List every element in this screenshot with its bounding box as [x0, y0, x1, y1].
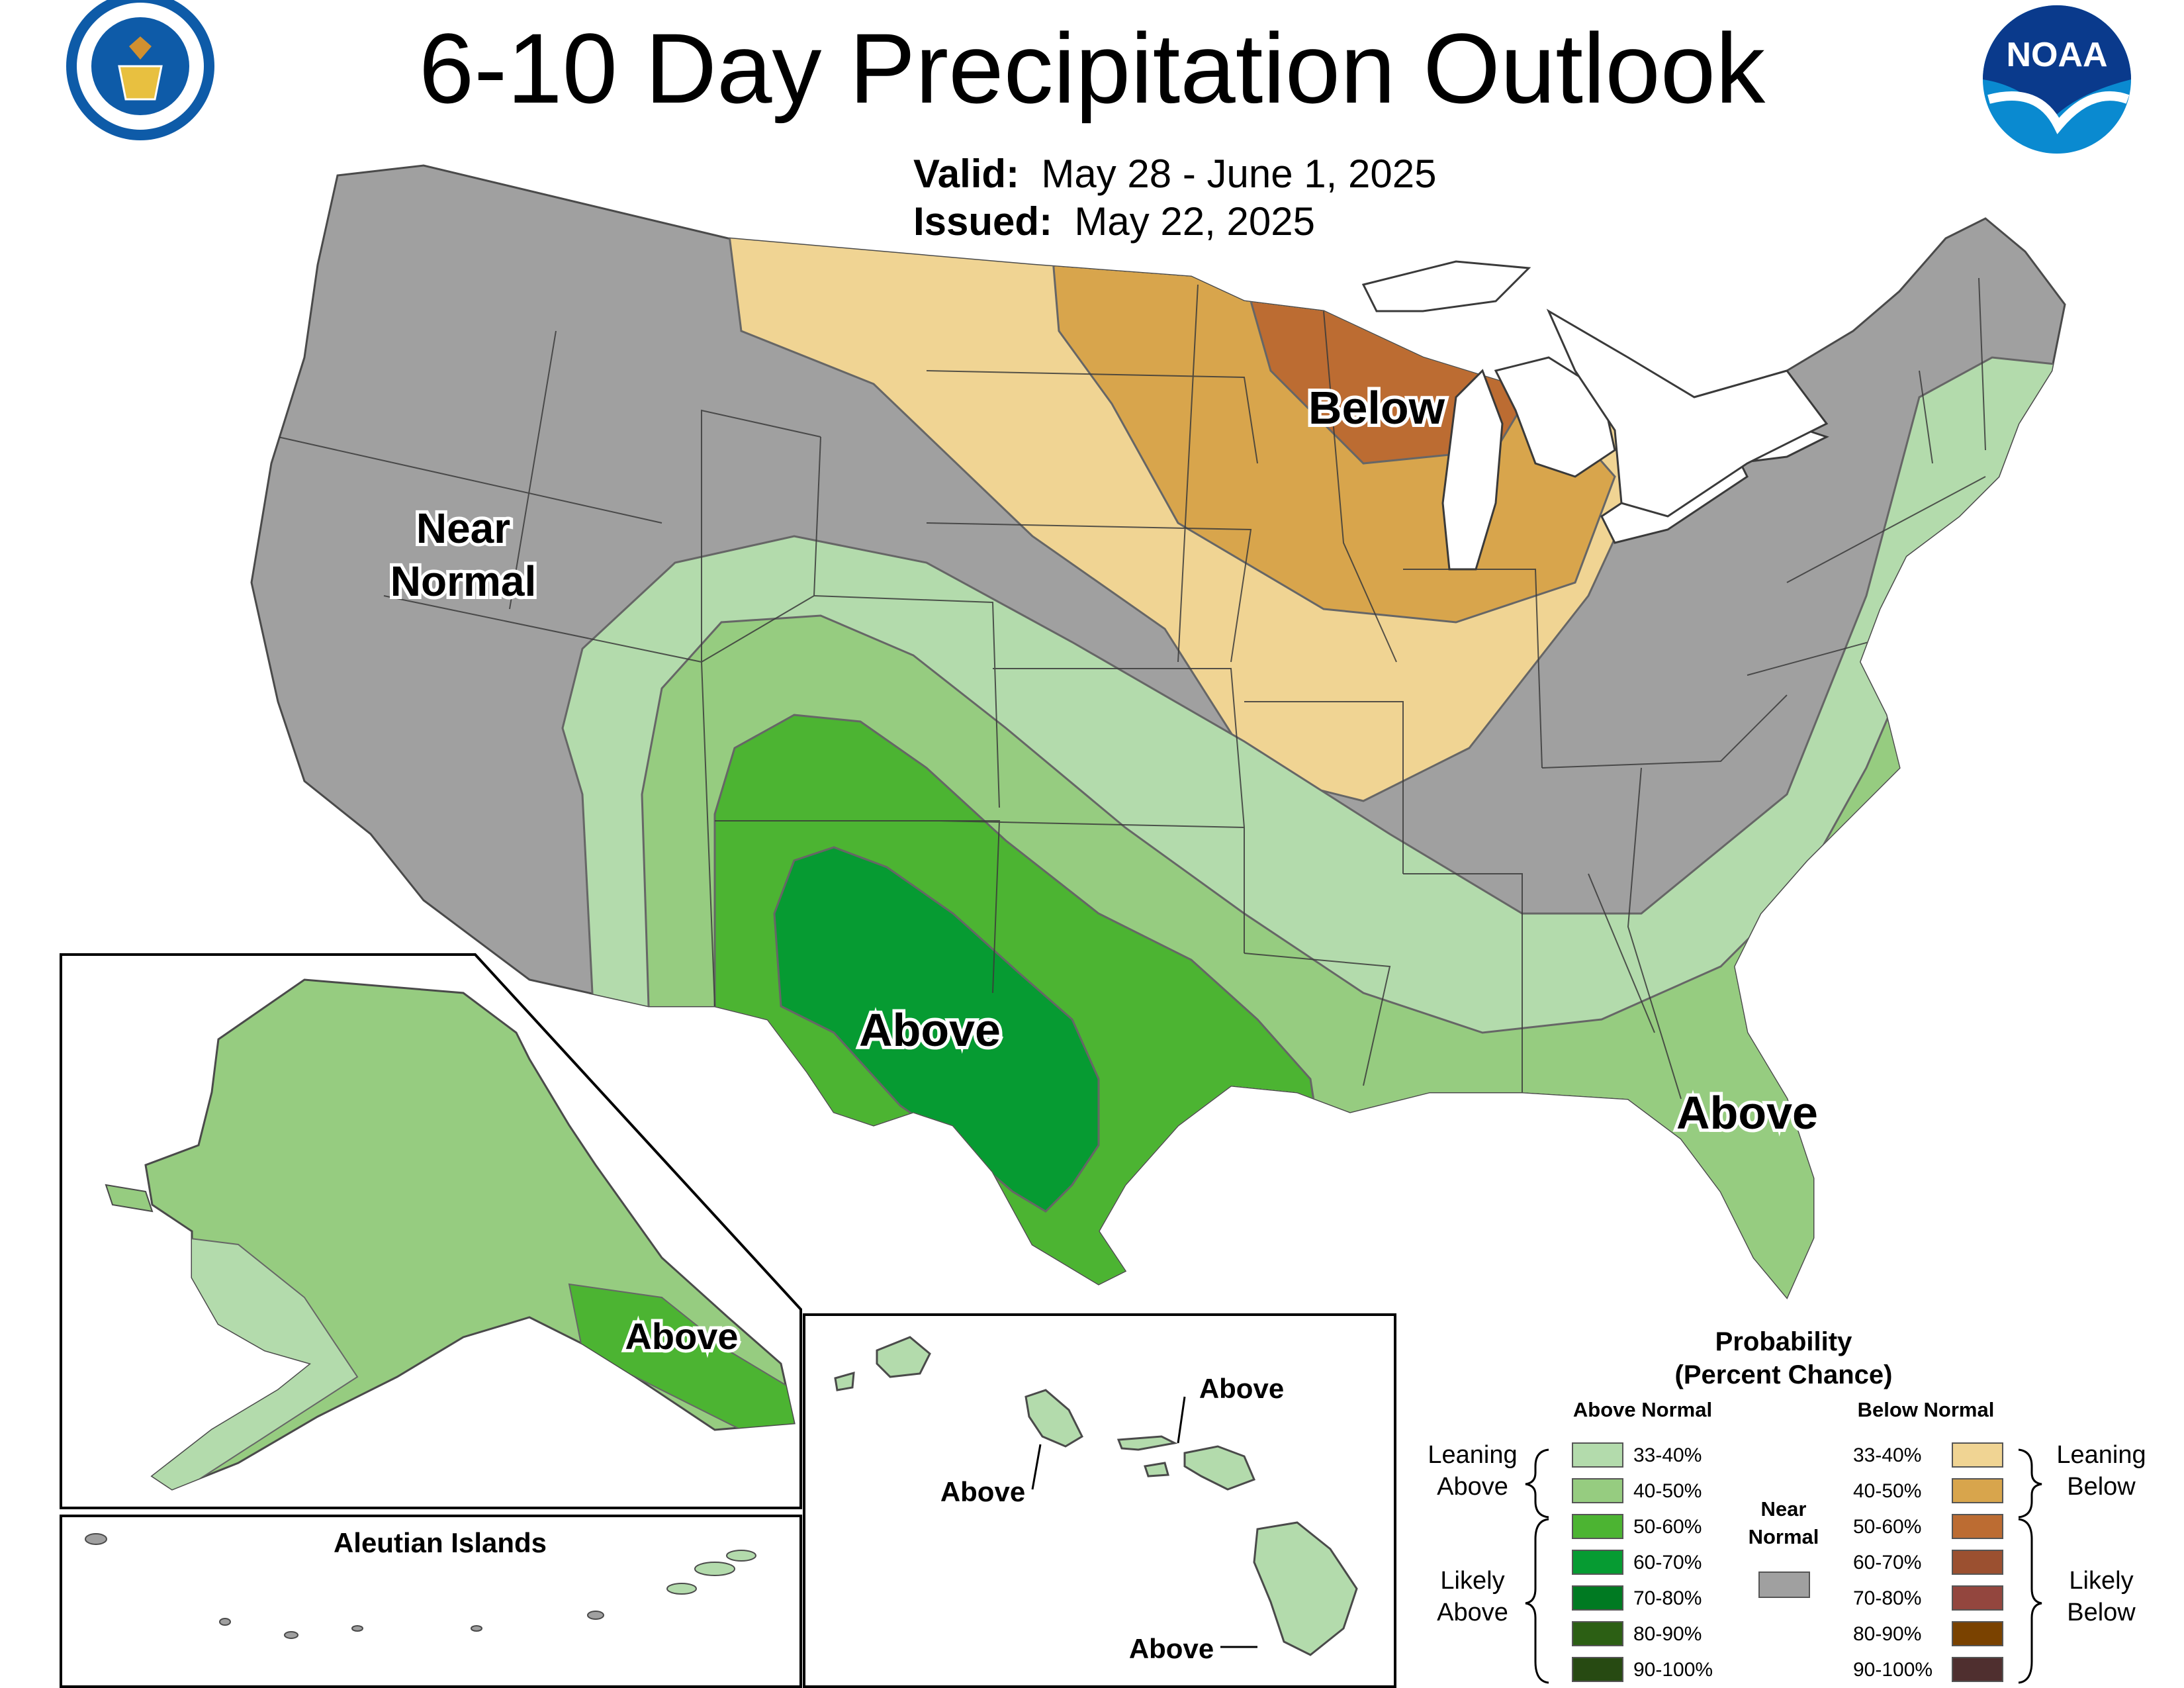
- legend-title-1: Probability: [1715, 1327, 1852, 1356]
- above-swatch-6: [1572, 1657, 1623, 1682]
- below-label-4: 70-80%: [1853, 1587, 1921, 1609]
- label-below: Below: [1308, 382, 1445, 434]
- legend-below-header: Below Normal: [1858, 1398, 1995, 1421]
- legend-likely-above-2: Above: [1437, 1599, 1508, 1626]
- alaska-inset: [60, 953, 802, 1688]
- below-label-2: 50-60%: [1853, 1516, 1921, 1538]
- above-label-6: 90-100%: [1633, 1659, 1713, 1681]
- label-aleutian-islands: Aleutian Islands: [334, 1527, 547, 1558]
- issued-label: Issued:: [913, 199, 1053, 244]
- above-label-5: 80-90%: [1633, 1623, 1702, 1645]
- below-swatch-6: [1952, 1657, 2003, 1682]
- legend: Probability (Percent Chance) Above Norma…: [1428, 1327, 2146, 1684]
- above-label-0: 33-40%: [1633, 1444, 1702, 1466]
- noaa-logo: NOAA: [1983, 5, 2131, 154]
- issued-line: Issued: May 22, 2025: [913, 199, 1315, 244]
- below-swatch-3: [1952, 1550, 2003, 1575]
- below-label-0: 33-40%: [1853, 1444, 1921, 1466]
- label-above-hawaii-3: Above: [1129, 1633, 1214, 1664]
- label-near-normal-1: Near: [416, 504, 510, 552]
- below-label-5: 80-90%: [1853, 1623, 1921, 1645]
- label-above-southeast: Above: [1676, 1087, 1818, 1139]
- above-swatch-1: [1572, 1478, 1623, 1503]
- issued-date: May 22, 2025: [1074, 199, 1315, 244]
- legend-near-normal-1: Near: [1761, 1497, 1807, 1521]
- above-label-1: 40-50%: [1633, 1480, 1702, 1502]
- above-label-3: 60-70%: [1633, 1552, 1702, 1573]
- above-label-2: 50-60%: [1633, 1516, 1702, 1538]
- above-swatch-3: [1572, 1550, 1623, 1575]
- department-of-commerce-seal: [66, 0, 214, 140]
- above-swatch-2: [1572, 1514, 1623, 1539]
- legend-title-2: (Percent Chance): [1675, 1360, 1893, 1389]
- legend-leaning-below-1: Leaning: [2056, 1441, 2146, 1469]
- valid-dates: May 28 - June 1, 2025: [1041, 152, 1437, 196]
- below-label-6: 90-100%: [1853, 1659, 1933, 1681]
- above-label-4: 70-80%: [1633, 1587, 1702, 1609]
- above-swatch-0: [1572, 1442, 1623, 1468]
- legend-leaning-above-1: Leaning: [1428, 1441, 1517, 1469]
- below-swatch-2: [1952, 1514, 2003, 1539]
- legend-above-header: Above Normal: [1573, 1398, 1712, 1421]
- southern-ontario: [1546, 308, 1829, 518]
- valid-label: Valid:: [913, 152, 1020, 196]
- above-swatch-5: [1572, 1621, 1623, 1646]
- valid-line: Valid: May 28 - June 1, 2025: [913, 151, 1436, 197]
- above-swatch-4: [1572, 1585, 1623, 1611]
- conus-map: [250, 164, 2066, 1299]
- below-swatch-1: [1952, 1478, 2003, 1503]
- legend-leaning-below-2: Below: [2067, 1473, 2136, 1501]
- legend-likely-below-2: Below: [2067, 1599, 2136, 1626]
- legend-near-normal-2: Normal: [1749, 1525, 1819, 1548]
- label-near-normal-2: Normal: [390, 557, 537, 605]
- legend-likely-above-1: Likely: [1440, 1567, 1504, 1595]
- legend-likely-below-1: Likely: [2069, 1567, 2133, 1595]
- label-above-texas: Above: [859, 1004, 1001, 1056]
- below-swatch-4: [1952, 1585, 2003, 1611]
- noaa-logo-text: NOAA: [2006, 36, 2107, 74]
- page-title: 6-10 Day Precipitation Outlook: [418, 13, 1766, 124]
- legend-near-normal-swatch: [1758, 1571, 1810, 1598]
- below-label-1: 40-50%: [1853, 1480, 1921, 1502]
- legend-leaning-above-2: Above: [1437, 1473, 1508, 1501]
- below-swatches: 33-40% 40-50% 50-60% 60-70% 70-80% 80-90% 90-1…: [1853, 1442, 2003, 1682]
- above-swatches: 33-40% 40-50% 50-60% 60-70% 70-80% 80-90% 90-1…: [1572, 1442, 1713, 1682]
- label-above-hawaii-1: Above: [1199, 1373, 1284, 1404]
- below-label-3: 60-70%: [1853, 1552, 1921, 1573]
- label-above-hawaii-2: Above: [940, 1476, 1025, 1507]
- label-above-alaska: Above: [625, 1315, 738, 1357]
- below-swatch-5: [1952, 1621, 2003, 1646]
- below-swatch-0: [1952, 1442, 2003, 1468]
- hawaii-inset: [803, 1313, 1396, 1688]
